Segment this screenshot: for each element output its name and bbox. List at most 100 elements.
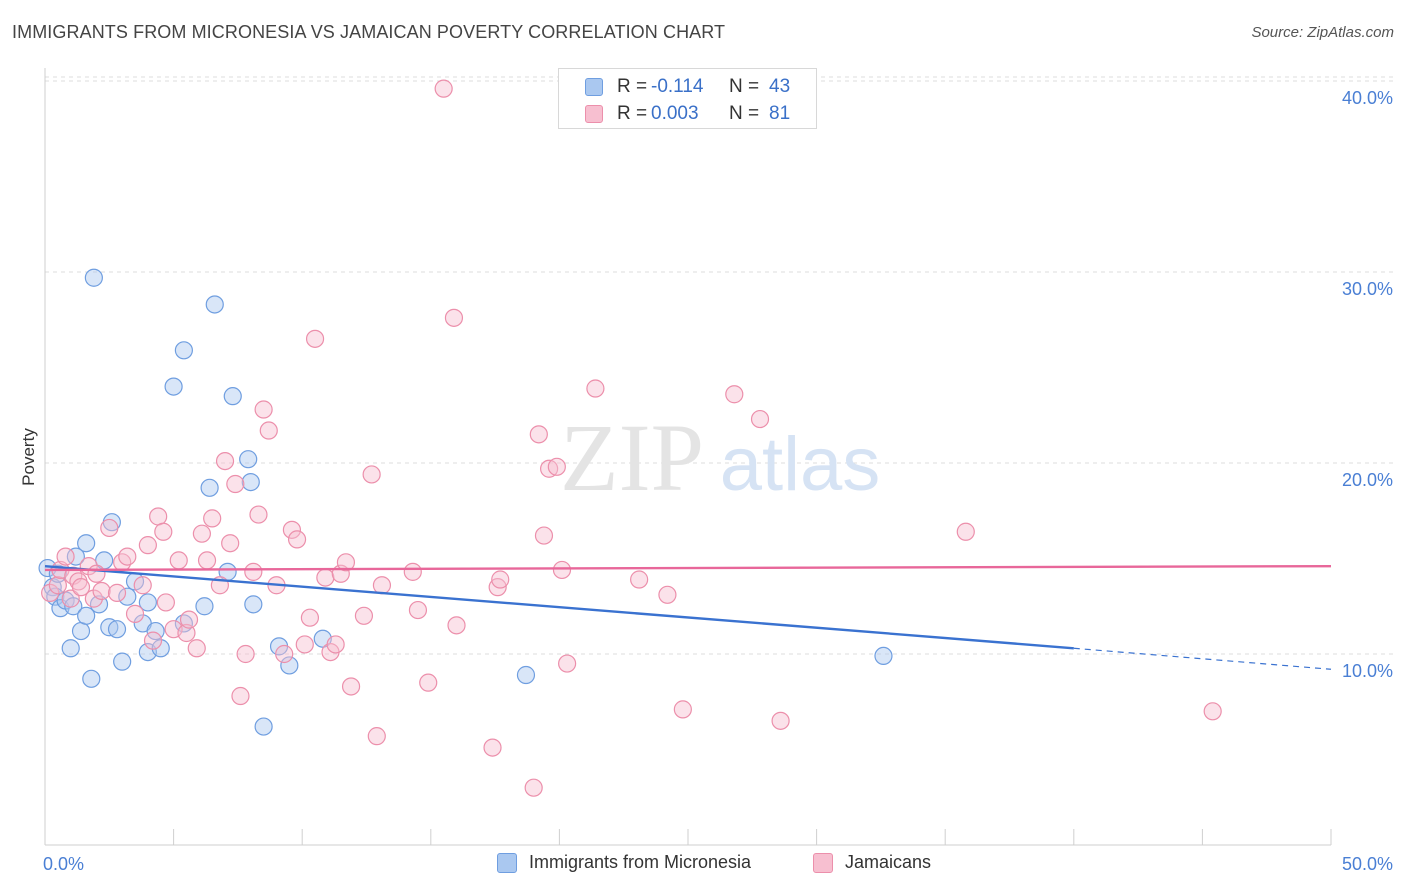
point-micronesia bbox=[164, 377, 183, 396]
n-label: N = bbox=[729, 76, 760, 97]
point-jamaicans bbox=[41, 583, 60, 602]
watermark-zip: ZIP bbox=[560, 404, 704, 511]
point-jamaicans bbox=[187, 639, 206, 658]
point-jamaicans bbox=[249, 505, 268, 524]
point-jamaicans bbox=[558, 654, 577, 673]
watermark-atlas: atlas bbox=[720, 422, 881, 507]
point-jamaicans bbox=[547, 457, 566, 476]
point-micronesia bbox=[239, 450, 258, 469]
legend-row-jamaicans: R = 0.003 N = 81 bbox=[559, 100, 790, 128]
y-tick-label: 40.0% bbox=[1342, 88, 1393, 108]
point-jamaicans bbox=[192, 524, 211, 543]
r-value: 0.003 bbox=[651, 103, 699, 124]
point-jamaicans bbox=[326, 635, 345, 654]
point-jamaicans bbox=[658, 585, 677, 604]
point-jamaicans bbox=[221, 534, 240, 553]
point-micronesia bbox=[84, 268, 103, 287]
point-jamaicans bbox=[177, 623, 196, 643]
point-jamaicans bbox=[138, 536, 157, 555]
point-jamaicans bbox=[771, 711, 790, 730]
point-jamaicans bbox=[100, 518, 119, 538]
point-jamaicans bbox=[444, 308, 464, 327]
point-micronesia bbox=[89, 595, 109, 614]
point-jamaicans bbox=[483, 738, 502, 757]
point-jamaicans bbox=[179, 610, 199, 629]
point-jamaicans bbox=[71, 578, 91, 597]
point-micronesia bbox=[241, 473, 260, 492]
point-jamaicans bbox=[534, 526, 554, 545]
point-micronesia bbox=[200, 478, 219, 497]
y-axis-label: Poverty bbox=[19, 428, 38, 486]
point-jamaicans bbox=[143, 631, 163, 650]
point-micronesia bbox=[66, 547, 85, 566]
tick-labels: 10.0% 20.0% 30.0% 40.0% 0.0% 50.0% bbox=[43, 88, 1393, 874]
point-jamaicans bbox=[149, 507, 168, 526]
point-micronesia bbox=[118, 587, 137, 606]
trendline-micronesia-extension bbox=[1073, 647, 1332, 670]
data-points bbox=[38, 79, 1222, 797]
point-jamaicans bbox=[92, 581, 111, 601]
point-micronesia bbox=[205, 295, 224, 314]
n-label: N = bbox=[729, 103, 760, 124]
point-micronesia bbox=[280, 656, 299, 675]
legend-label-micronesia: Immigrants from Micronesia bbox=[529, 852, 752, 872]
legend-item-micronesia[interactable]: Immigrants from Micronesia bbox=[497, 852, 751, 873]
point-micronesia bbox=[107, 620, 127, 639]
legend-item-jamaicans[interactable]: Jamaicans bbox=[813, 852, 931, 873]
point-jamaicans bbox=[447, 616, 466, 635]
r-label: R = bbox=[617, 103, 648, 124]
n-value: 43 bbox=[769, 76, 791, 97]
legend-label-jamaicans: Jamaicans bbox=[845, 852, 932, 872]
y-tick-label: 30.0% bbox=[1342, 279, 1393, 299]
point-micronesia bbox=[138, 593, 157, 612]
point-jamaicans bbox=[118, 547, 137, 566]
point-jamaicans bbox=[254, 400, 273, 419]
point-jamaicans bbox=[282, 520, 302, 539]
point-jamaicans bbox=[956, 522, 975, 541]
point-jamaicans bbox=[725, 385, 744, 404]
point-jamaicans bbox=[125, 604, 145, 623]
r-value: -0.114 bbox=[651, 76, 704, 97]
legend-swatch-jamaicans bbox=[813, 852, 833, 873]
point-jamaicans bbox=[133, 576, 152, 595]
legend-swatch-micronesia bbox=[585, 78, 603, 96]
point-jamaicans bbox=[48, 576, 67, 595]
point-jamaicans bbox=[87, 564, 106, 583]
point-jamaicans bbox=[552, 560, 572, 580]
axes bbox=[44, 68, 1332, 846]
point-jamaicans bbox=[156, 593, 175, 612]
point-jamaicans bbox=[524, 778, 543, 797]
point-micronesia bbox=[113, 652, 132, 671]
point-jamaicans bbox=[203, 509, 222, 528]
point-jamaicans bbox=[491, 570, 510, 589]
point-micronesia bbox=[71, 621, 91, 641]
point-jamaicans bbox=[215, 451, 235, 471]
point-jamaicans bbox=[586, 379, 605, 398]
point-jamaicans bbox=[231, 686, 250, 706]
point-micronesia bbox=[195, 597, 214, 616]
point-jamaicans bbox=[372, 576, 392, 595]
point-jamaicans bbox=[408, 600, 428, 620]
point-jamaicans bbox=[434, 79, 453, 98]
y-tick-label: 20.0% bbox=[1342, 470, 1393, 490]
legend-swatch-micronesia bbox=[497, 852, 517, 873]
n-value: 81 bbox=[769, 103, 791, 124]
point-jamaicans bbox=[336, 553, 356, 572]
point-micronesia bbox=[244, 595, 263, 614]
y-tick-label: 10.0% bbox=[1342, 661, 1393, 681]
point-jamaicans bbox=[84, 589, 103, 608]
point-jamaicans bbox=[419, 673, 438, 692]
point-jamaicans bbox=[61, 589, 80, 608]
point-jamaicans bbox=[295, 635, 314, 654]
point-jamaicans bbox=[750, 409, 770, 429]
point-jamaicans bbox=[287, 530, 307, 549]
legend-row-micronesia: R = -0.114 N = 43 bbox=[559, 73, 790, 101]
point-jamaicans bbox=[244, 562, 263, 581]
point-jamaicans bbox=[630, 570, 649, 589]
point-jamaicans bbox=[529, 425, 548, 444]
trend-lines bbox=[44, 564, 1332, 670]
point-micronesia bbox=[874, 646, 893, 666]
point-jamaicans bbox=[403, 562, 422, 581]
point-jamaicans bbox=[673, 700, 692, 719]
